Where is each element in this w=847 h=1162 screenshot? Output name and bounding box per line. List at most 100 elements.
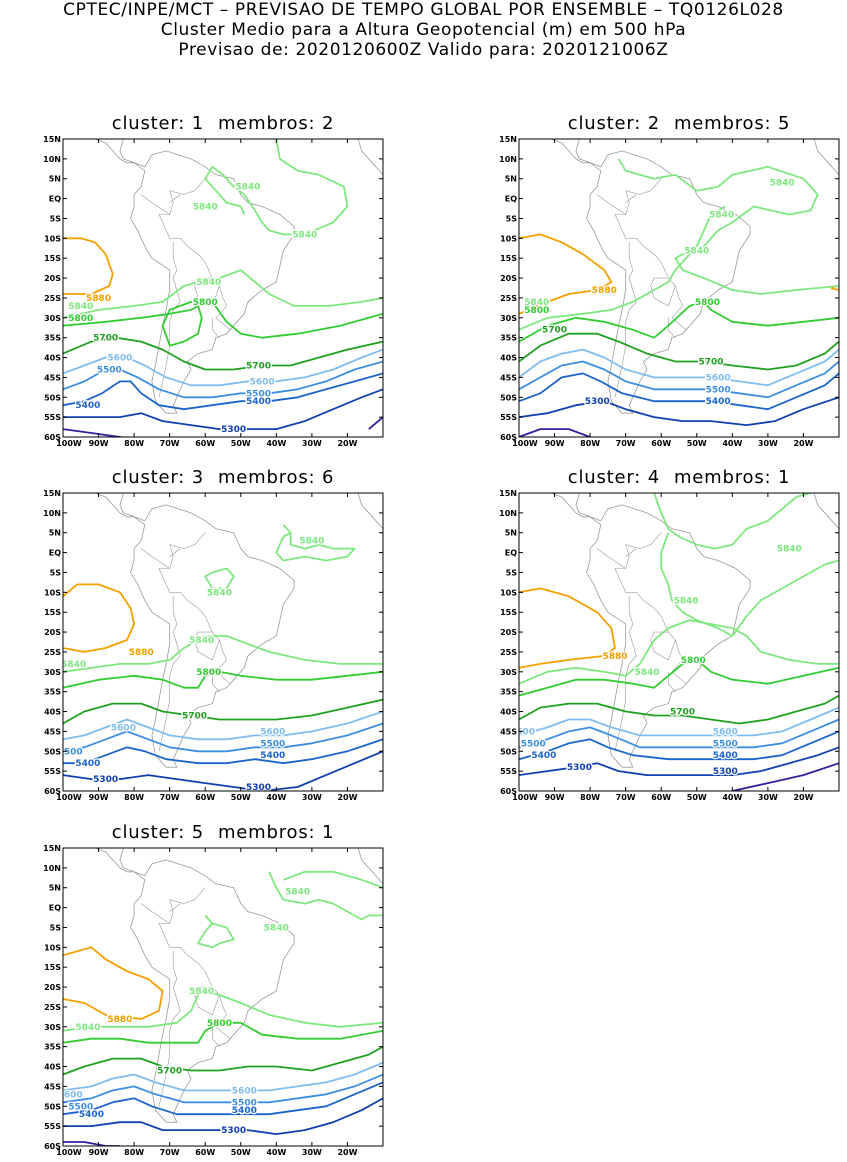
coastline: [357, 493, 383, 537]
coastline: [94, 139, 135, 164]
contour-label: 5700: [93, 334, 118, 344]
map-frame: [62, 847, 384, 1147]
lat-tick-label: 5N: [505, 529, 517, 538]
contour-5700: [63, 336, 383, 371]
contour-label: 5840: [75, 1023, 100, 1033]
lon-tick-label: 100W: [56, 439, 82, 448]
contour-label: 5840: [235, 183, 260, 193]
contour-label: 5600: [232, 1086, 257, 1096]
lat-tick-label: 20S: [44, 628, 61, 637]
header-line-3: Previsao de: 2020120600Z Valido para: 20…: [178, 40, 669, 60]
lat-tick-label: 50S: [44, 747, 61, 756]
contour-label: 5840: [770, 179, 795, 189]
lat-tick-label: 35S: [44, 688, 61, 697]
country-border: [597, 548, 626, 569]
contour-label: 5880: [129, 648, 154, 658]
country-border: [169, 548, 181, 557]
coastline: [130, 859, 295, 1123]
contour-label: 5600: [510, 727, 535, 737]
country-border: [141, 548, 170, 569]
lat-tick-label: 45S: [44, 1082, 61, 1091]
lon-tick-label: 20W: [793, 793, 813, 802]
contour-5400: [63, 738, 383, 765]
coastline: [119, 139, 135, 164]
contour-label: 5600: [260, 727, 285, 737]
lon-tick-label: 80W: [124, 793, 144, 802]
country-border: [614, 596, 637, 752]
contour-5400: [63, 372, 383, 411]
contour-label: 5500: [713, 739, 738, 749]
lon-tick-label: 50W: [687, 439, 707, 448]
contour-5800: [63, 301, 383, 347]
contour-label: 5700: [698, 358, 723, 368]
lat-tick-label: 40S: [44, 1063, 61, 1072]
lat-tick-label: 10S: [44, 234, 61, 243]
contour-label: 5400: [706, 397, 731, 407]
lat-tick-label: 5N: [49, 175, 61, 184]
contour-5880: [63, 237, 114, 295]
lat-tick-label: 55S: [44, 767, 61, 776]
lat-tick-label: 30S: [500, 668, 517, 677]
contour-5840: [204, 567, 235, 590]
lon-tick-label: 40W: [266, 439, 286, 448]
country-border: [158, 532, 231, 684]
panel-title: cluster: 3 membros: 6: [111, 467, 335, 488]
lon-tick-label: 80W: [580, 439, 600, 448]
contour-label: 5840: [61, 660, 86, 670]
contour-label: 5400: [260, 751, 285, 761]
contour-5200: [368, 416, 383, 430]
map-frame: [518, 138, 840, 438]
map-panel: 5840584058405840588058405800580057005600…: [43, 135, 384, 448]
panel-title: cluster: 5 membros: 1: [111, 822, 335, 843]
contour-label: 5880: [602, 652, 627, 662]
contour-5200: [63, 428, 127, 437]
lon-tick-label: 90W: [545, 793, 565, 802]
cluster-number: 5: [191, 822, 204, 843]
lon-tick-label: 90W: [89, 439, 109, 448]
contour-5880: [63, 946, 164, 1020]
lat-tick-label: 15N: [499, 489, 517, 498]
contour-label: 5840: [777, 545, 802, 555]
country-border: [625, 194, 637, 203]
lat-tick-label: 5S: [50, 214, 62, 223]
contour-label: 5700: [157, 1067, 182, 1077]
contour-label: 5300: [246, 783, 271, 793]
cluster-panel-2: cluster: 2 membros: 5 5840 5840 5840 5880 584…: [494, 113, 847, 453]
contour-label: 5300: [567, 763, 592, 773]
lat-tick-label: 35S: [500, 688, 517, 697]
coastline: [575, 139, 591, 164]
contour-label: 5800: [68, 314, 93, 324]
lon-tick-label: 70W: [160, 793, 180, 802]
lon-tick-label: 60W: [195, 439, 215, 448]
lon-tick-label: 70W: [160, 439, 180, 448]
coastline: [119, 848, 135, 873]
contour-label: 5700: [542, 326, 567, 336]
contour-5840: [519, 158, 819, 331]
contour-label: 5300: [221, 425, 246, 435]
country-border: [650, 631, 676, 661]
lat-tick-label: 30S: [44, 314, 61, 323]
lat-tick-label: 10N: [43, 509, 61, 518]
lat-tick-label: 60S: [500, 433, 517, 442]
country-border: [158, 178, 231, 330]
contour-label: 5400: [246, 397, 271, 407]
lat-tick-label: 20S: [500, 274, 517, 283]
lat-tick-label: 5S: [50, 568, 62, 577]
contour-label: 5500: [58, 747, 83, 757]
map-frame: [62, 492, 384, 792]
lat-tick-label: EQ: [505, 195, 517, 204]
map-panel: 5840 5840 5880 5840 5800 5700 5600 5500 5400 5300…: [499, 489, 840, 802]
lon-tick-label: 60W: [195, 793, 215, 802]
lon-tick-label: 80W: [124, 439, 144, 448]
contour-label: 5840: [68, 302, 93, 312]
lat-tick-label: 15S: [500, 254, 517, 263]
lon-tick-label: 60W: [195, 1148, 215, 1157]
contour-label: 5600: [713, 727, 738, 737]
lat-tick-label: EQ: [49, 195, 61, 204]
contour-5840: [63, 269, 383, 319]
contour-5300: [63, 1097, 383, 1135]
lat-tick-label: 10S: [500, 588, 517, 597]
contour-5500: [63, 360, 383, 399]
coastline: [94, 848, 135, 873]
contour-label: 5400: [75, 759, 100, 769]
